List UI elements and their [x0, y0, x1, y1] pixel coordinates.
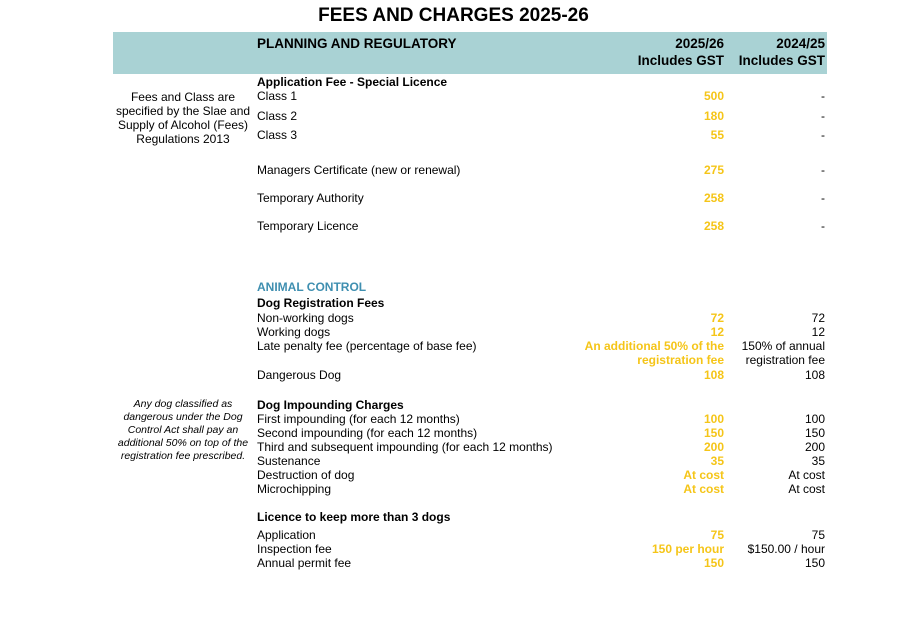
fee-2024-25: -	[821, 89, 825, 103]
fee-2025-26: 180	[703, 109, 724, 123]
table-row-label: Dog Registration Fees	[257, 296, 385, 310]
table-row-label: Third and subsequent impounding (for eac…	[257, 440, 553, 454]
table-row-label: Microchipping	[257, 482, 332, 496]
table-row-label: Destruction of dog	[257, 468, 355, 482]
column-header-2025-26: 2025/26 Includes GST	[638, 35, 724, 69]
table-row-label: Class 3	[257, 128, 298, 142]
table-row-label: Application	[257, 528, 316, 542]
fee-2024-25: 150	[804, 556, 825, 570]
column-header-2024-25-gst: Includes GST	[738, 53, 825, 68]
fee-2025-26: 12	[710, 325, 724, 339]
column-header-2024-25: 2024/25 Includes GST	[739, 35, 825, 69]
fee-2024-25: registration fee	[745, 353, 825, 367]
fee-2024-25: -	[821, 128, 825, 142]
section-heading: PLANNING AND REGULATORY	[257, 36, 457, 51]
dangerous-dog-note: Any dog classified as dangerous under th…	[117, 398, 249, 462]
table-row-label: Class 1	[257, 89, 298, 103]
fee-2025-26: 35	[710, 454, 724, 468]
fee-2024-25: -	[821, 219, 825, 233]
table-row-label: Temporary Authority	[257, 191, 364, 205]
table-row-label: Application Fee - Special Licence	[257, 75, 448, 89]
fee-2025-26: 108	[703, 368, 724, 382]
alcohol-fees-note: Fees and Class are specified by the Slae…	[115, 90, 251, 146]
page-title: FEES AND CHARGES 2025-26	[318, 5, 589, 26]
table-row-label: Non-working dogs	[257, 311, 354, 325]
fee-2024-25: -	[821, 191, 825, 205]
fee-2024-25: At cost	[788, 482, 825, 496]
fee-2025-26: 258	[703, 191, 724, 205]
fee-2024-25: 200	[804, 440, 825, 454]
column-header-2025-26-year: 2025/26	[675, 36, 724, 51]
fee-2024-25: $150.00 / hour	[747, 542, 825, 556]
fee-2025-26: 275	[703, 163, 724, 177]
table-row-label: Temporary Licence	[257, 219, 359, 233]
fee-2025-26: At cost	[683, 468, 724, 482]
table-row-label: Class 2	[257, 109, 298, 123]
table-row-label: Annual permit fee	[257, 556, 352, 570]
fee-2025-26: At cost	[683, 482, 724, 496]
table-row-label: Dog Impounding Charges	[257, 398, 404, 412]
fee-2025-26: 150 per hour	[651, 542, 724, 556]
table-row-label: Working dogs	[257, 325, 331, 339]
fee-2024-25: 12	[811, 325, 825, 339]
fee-2024-25: 100	[804, 412, 825, 426]
fee-2025-26: 75	[710, 528, 724, 542]
table-row-label: ANIMAL CONTROL	[257, 280, 367, 294]
fee-2024-25: 72	[811, 311, 825, 325]
fee-2024-25: 35	[811, 454, 825, 468]
fee-2025-26: 150	[703, 556, 724, 570]
fee-2024-25: -	[821, 109, 825, 123]
table-row-label: Dangerous Dog	[257, 368, 342, 382]
table-row-label: Late penalty fee (percentage of base fee…	[257, 339, 477, 353]
fee-2024-25: 150	[804, 426, 825, 440]
fee-2024-25: 75	[811, 528, 825, 542]
table-header	[113, 32, 827, 74]
column-header-2024-25-year: 2024/25	[776, 36, 825, 51]
fee-2025-26: An additional 50% of the	[584, 339, 724, 353]
fee-2024-25: 108	[804, 368, 825, 382]
fee-2024-25: 150% of annual	[741, 339, 825, 353]
fee-2025-26: 258	[703, 219, 724, 233]
fee-2025-26: 72	[710, 311, 724, 325]
column-header-2025-26-gst: Includes GST	[637, 53, 724, 68]
fee-2025-26: 200	[703, 440, 724, 454]
fee-2025-26: registration fee	[637, 353, 724, 367]
table-row-label: Sustenance	[257, 454, 321, 468]
fee-2025-26: 100	[703, 412, 724, 426]
table-row-label: Licence to keep more than 3 dogs	[257, 510, 451, 524]
fee-2024-25: At cost	[788, 468, 825, 482]
table-row-label: Managers Certificate (new or renewal)	[257, 163, 461, 177]
table-row-label: Second impounding (for each 12 months)	[257, 426, 478, 440]
fee-2024-25: -	[821, 163, 825, 177]
table-row-label: First impounding (for each 12 months)	[257, 412, 460, 426]
table-row-label: Inspection fee	[257, 542, 332, 556]
fee-2025-26: 150	[703, 426, 724, 440]
fee-2025-26: 500	[703, 89, 724, 103]
fee-2025-26: 55	[710, 128, 724, 142]
